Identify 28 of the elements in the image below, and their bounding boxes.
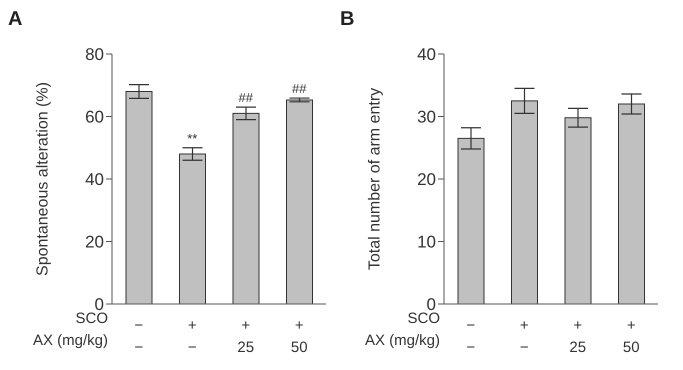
chart-title: B [340, 8, 354, 31]
x-tick-label: + 50 [290, 317, 308, 356]
y-tick-label: 40 [85, 170, 104, 190]
annotation: ** [187, 130, 198, 146]
text: AX (mg/kg) [364, 332, 440, 349]
x-tick-label: − − [134, 317, 144, 356]
y-tick-label: 20 [417, 170, 436, 190]
bar [286, 99, 313, 304]
x-tick-label: + − [520, 317, 529, 356]
text: SCO [75, 310, 108, 327]
y-tick-label: 20 [85, 232, 104, 252]
x-tick-label: + 50 [622, 317, 640, 356]
y-tick-label: 80 [85, 45, 104, 64]
y-axis-title: Spontaneous alteration (%) [34, 82, 52, 276]
x-tick-label: − − [466, 317, 476, 356]
y-tick-label: 30 [417, 108, 436, 127]
annotation: ## [292, 80, 308, 96]
text: SCO [407, 310, 440, 327]
annotation: ## [238, 90, 254, 106]
y-tick-label: 10 [417, 232, 436, 252]
text: AX (mg/kg) [32, 332, 108, 349]
y-tick-label: 40 [417, 45, 436, 64]
y-tick-label: 60 [85, 108, 104, 127]
x-tick-label: + 25 [569, 317, 586, 356]
x-tick-label: + 25 [237, 317, 254, 356]
y-axis-title: Total number of arm entry [366, 88, 384, 270]
x-tick-label: + − [188, 317, 197, 356]
chart-title: A [8, 8, 22, 31]
